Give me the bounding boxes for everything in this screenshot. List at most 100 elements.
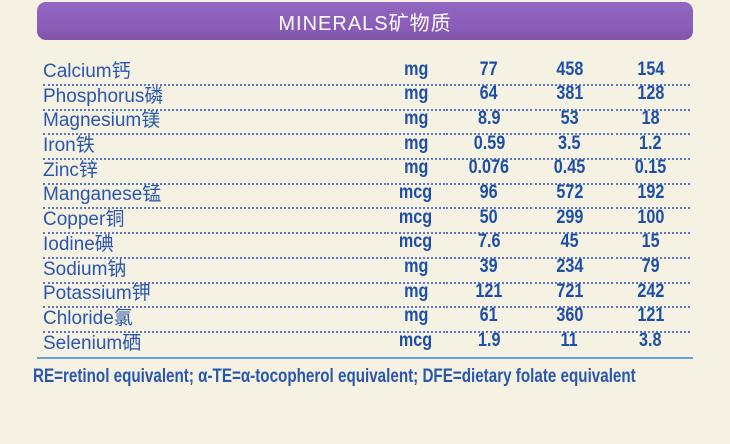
mineral-value-cell: 0.59 bbox=[450, 129, 528, 161]
mineral-value-cell: 299 bbox=[530, 203, 609, 235]
mineral-value: 192 bbox=[637, 181, 664, 203]
mineral-unit-cell: mg bbox=[384, 154, 448, 185]
mineral-value: 360 bbox=[556, 305, 583, 327]
mineral-value: 11 bbox=[560, 330, 579, 352]
mineral-value-cell: 7.6 bbox=[450, 228, 528, 259]
mineral-value-cell: 242 bbox=[611, 277, 690, 309]
mineral-value-cell: 64 bbox=[450, 80, 528, 111]
mineral-unit-cell: mg bbox=[384, 302, 448, 333]
mineral-unit: mcg bbox=[399, 181, 433, 203]
mineral-name: Potassium钾 bbox=[43, 277, 382, 309]
mineral-unit-cell: mcg bbox=[384, 178, 448, 210]
divider-line bbox=[37, 357, 693, 359]
table-row: Zinc锌 mg 0.076 0.45 0.15 bbox=[43, 155, 692, 185]
mineral-value-cell: 572 bbox=[530, 178, 609, 210]
mineral-value: 3.5 bbox=[558, 132, 581, 154]
mineral-value-cell: 381 bbox=[530, 80, 609, 111]
mineral-value: 3.8 bbox=[639, 330, 662, 352]
mineral-unit-cell: mg bbox=[384, 80, 448, 111]
mineral-value: 299 bbox=[556, 206, 583, 228]
mineral-value: 128 bbox=[637, 83, 664, 105]
table-row: Calcium钙 mg 77 458 154 bbox=[43, 56, 692, 86]
mineral-value: 64 bbox=[480, 83, 498, 105]
mineral-name: Iron铁 bbox=[43, 129, 382, 161]
mineral-value: 0.15 bbox=[634, 157, 667, 179]
mineral-value: 0.45 bbox=[553, 157, 586, 179]
mineral-value-cell: 3.8 bbox=[611, 328, 690, 355]
mineral-value-cell: 128 bbox=[611, 80, 690, 111]
mineral-value-cell: 234 bbox=[530, 253, 609, 284]
mineral-value: 18 bbox=[641, 107, 660, 129]
mineral-value-cell: 192 bbox=[611, 178, 690, 210]
table-row: Iron铁 mg 0.59 3.5 1.2 bbox=[43, 130, 692, 161]
mineral-value-cell: 0.076 bbox=[450, 154, 528, 185]
mineral-value-cell: 121 bbox=[450, 277, 528, 309]
mineral-value-cell: 18 bbox=[611, 104, 690, 136]
mineral-value-cell: 1.2 bbox=[611, 129, 690, 161]
mineral-value-cell: 458 bbox=[530, 55, 609, 86]
mineral-value-cell: 39 bbox=[450, 253, 528, 284]
mineral-value-cell: 53 bbox=[530, 104, 609, 136]
mineral-unit-cell: mg bbox=[384, 277, 448, 309]
mineral-value-cell: 154 bbox=[611, 55, 690, 86]
table-row: Copper铜 mcg 50 299 100 bbox=[43, 204, 692, 235]
table-row: Sodium钠 mg 39 234 79 bbox=[43, 254, 692, 284]
mineral-value: 242 bbox=[637, 280, 664, 302]
mineral-value: 45 bbox=[560, 231, 579, 253]
mineral-value: 96 bbox=[480, 181, 498, 203]
mineral-name: Chloride氯 bbox=[43, 302, 382, 333]
mineral-value: 61 bbox=[480, 305, 498, 327]
mineral-value: 50 bbox=[480, 206, 498, 228]
mineral-unit: mg bbox=[403, 280, 429, 302]
mineral-unit: mg bbox=[403, 157, 429, 179]
mineral-value-cell: 0.15 bbox=[611, 154, 690, 185]
mineral-unit-cell: mg bbox=[384, 55, 448, 86]
table-row: Chloride氯 mg 61 360 121 bbox=[43, 303, 692, 333]
mineral-value: 721 bbox=[556, 280, 583, 302]
mineral-value: 121 bbox=[637, 305, 664, 327]
mineral-name: Manganese锰 bbox=[43, 178, 382, 210]
mineral-value: 234 bbox=[556, 256, 583, 277]
mineral-unit-cell: mg bbox=[384, 253, 448, 284]
mineral-value: 79 bbox=[641, 256, 660, 277]
mineral-name: Selenium硒 bbox=[43, 332, 142, 354]
mineral-unit: mg bbox=[403, 256, 429, 277]
mineral-value-cell: 721 bbox=[530, 277, 609, 309]
mineral-value: 100 bbox=[637, 206, 664, 228]
mineral-value: 8.9 bbox=[477, 107, 501, 129]
mineral-value-cell: 79 bbox=[611, 253, 690, 284]
mineral-value: 77 bbox=[480, 58, 498, 80]
mineral-value-cell: 100 bbox=[611, 203, 690, 235]
mineral-value: 0.59 bbox=[473, 132, 505, 154]
mineral-unit-cell: mcg bbox=[384, 328, 448, 355]
mineral-value: 458 bbox=[556, 58, 583, 80]
mineral-name: Magnesium镁 bbox=[43, 104, 382, 136]
mineral-value-cell: 0.45 bbox=[530, 154, 609, 185]
table-row: Manganese锰 mcg 96 572 192 bbox=[43, 179, 692, 210]
minerals-table: Calcium钙 mg 77 458 154 Phosphorus磷 mg 64 381 128 M… bbox=[43, 56, 692, 355]
mineral-value: 381 bbox=[556, 83, 583, 105]
mineral-value: 572 bbox=[556, 181, 583, 203]
footnote-text: RE=retinol equivalent; α-TE=α-tocopherol… bbox=[33, 366, 636, 387]
table-row: Iodine碘 mcg 7.6 45 15 bbox=[43, 229, 692, 259]
mineral-value: 121 bbox=[475, 280, 503, 302]
mineral-value: 53 bbox=[560, 107, 579, 129]
mineral-value-cell: 3.5 bbox=[530, 129, 609, 161]
mineral-unit-cell: mcg bbox=[384, 203, 448, 235]
mineral-unit: mg bbox=[403, 107, 429, 129]
mineral-value-cell: 61 bbox=[450, 302, 528, 333]
mineral-unit: mg bbox=[403, 83, 429, 105]
mineral-value-cell: 15 bbox=[611, 228, 690, 259]
mineral-value-cell: 121 bbox=[611, 302, 690, 333]
mineral-unit-cell: mg bbox=[384, 104, 448, 136]
mineral-value: 154 bbox=[637, 58, 664, 80]
mineral-unit: mg bbox=[403, 58, 429, 80]
mineral-unit: mcg bbox=[399, 206, 433, 228]
mineral-unit: mcg bbox=[399, 330, 433, 352]
mineral-value-cell: 8.9 bbox=[450, 104, 528, 136]
mineral-value: 7.6 bbox=[477, 231, 501, 253]
mineral-value: 1.2 bbox=[639, 132, 662, 154]
mineral-name: Sodium钠 bbox=[43, 253, 382, 284]
mineral-unit-cell: mcg bbox=[384, 228, 448, 259]
